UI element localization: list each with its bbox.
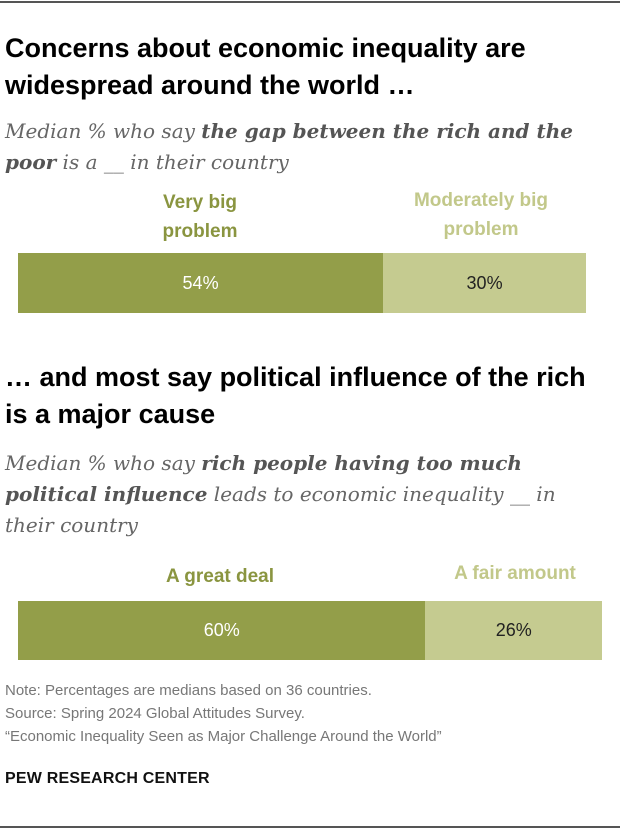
subtitle-run: rich people having too much political in… bbox=[5, 451, 522, 506]
note-text: Note: Percentages are medians based on 3… bbox=[5, 682, 372, 699]
chart1-legend-moderately-big: Moderately big problem bbox=[413, 190, 549, 240]
bar-segment-very-big-problem: 54% bbox=[18, 253, 384, 313]
data-label: 26% bbox=[495, 620, 532, 640]
source-text: Source: Spring 2024 Global Attitudes Sur… bbox=[5, 705, 305, 722]
chart1-title: Concerns about economic inequality are w… bbox=[5, 33, 526, 100]
subtitle-run: the gap between the rich and the poor bbox=[5, 119, 573, 174]
subtitle-run: leads to economic inequality __ in their… bbox=[5, 482, 556, 537]
bar-segment-moderately-big-problem: 30% bbox=[383, 253, 586, 313]
chart2-stacked-bar: 60% 26% bbox=[18, 601, 602, 660]
chart2-title: … and most say political influence of th… bbox=[5, 362, 586, 429]
chart1-subtitle: Median % who say the gap between the ric… bbox=[5, 116, 605, 178]
chart2-legend-great-deal: A great deal bbox=[165, 566, 275, 587]
data-label: 54% bbox=[182, 272, 219, 293]
chart2-subtitle: Median % who say rich people having too … bbox=[5, 448, 605, 541]
chart1-legend-very-big: Very big problem bbox=[162, 192, 238, 242]
subtitle-run: Median % who say bbox=[5, 451, 202, 475]
report-title: “Economic Inequality Seen as Major Chall… bbox=[5, 728, 442, 745]
top-rule bbox=[0, 1, 620, 3]
bottom-rule bbox=[0, 826, 620, 828]
data-label: 30% bbox=[466, 272, 503, 293]
data-label: 60% bbox=[203, 620, 240, 640]
chart1-stacked-bar: 54% 30% bbox=[18, 253, 586, 313]
subtitle-run: Median % who say bbox=[5, 119, 202, 143]
notes-block: Note: Percentages are medians based on 3… bbox=[5, 679, 615, 748]
bar-segment-a-fair-amount: 26% bbox=[425, 601, 602, 660]
subtitle-run: is a __ in their country bbox=[56, 150, 289, 174]
bar-segment-a-great-deal: 60% bbox=[18, 601, 426, 660]
chart2-legend-fair-amount: A fair amount bbox=[454, 563, 576, 584]
brand-name: PEW RESEARCH CENTER bbox=[5, 770, 210, 787]
